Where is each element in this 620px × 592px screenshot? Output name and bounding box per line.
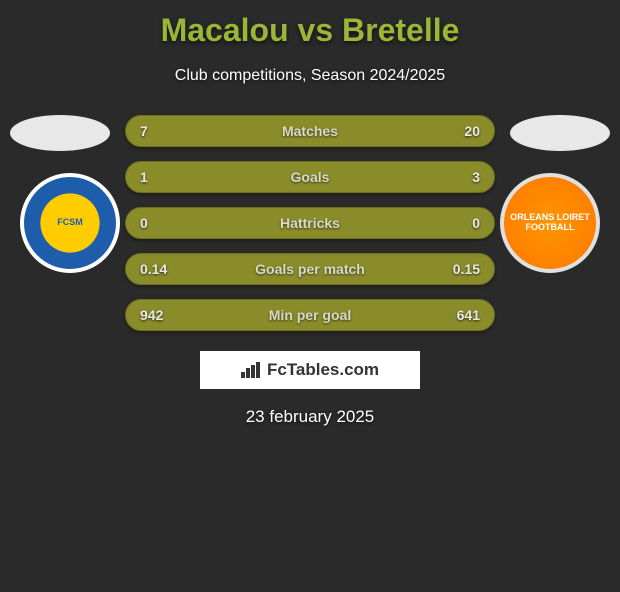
stat-label: Goals — [291, 169, 330, 185]
stat-left-value: 0 — [140, 215, 180, 231]
stat-label: Hattricks — [280, 215, 340, 231]
stat-label: Goals per match — [255, 261, 365, 277]
stat-row-hattricks: 0 Hattricks 0 — [125, 207, 495, 239]
stat-left-value: 942 — [140, 307, 180, 323]
chart-icon — [241, 362, 261, 378]
stats-area: 7 Matches 20 1 Goals 3 0 Hattricks 0 0.1… — [125, 115, 495, 331]
team-logo-right: ORLEANS LOIRET FOOTBALL — [500, 173, 600, 273]
page-title: Macalou vs Bretelle — [0, 12, 620, 49]
player-silhouette-right — [510, 115, 610, 151]
date-label: 23 february 2025 — [0, 407, 620, 427]
player-silhouette-left — [10, 115, 110, 151]
team-logo-left-label: FCSM — [57, 218, 83, 228]
stat-right-value: 3 — [440, 169, 480, 185]
content-wrapper: FCSM ORLEANS LOIRET FOOTBALL 7 Matches 2… — [0, 115, 620, 427]
branding-box[interactable]: FcTables.com — [200, 351, 420, 389]
stat-row-gpm: 0.14 Goals per match 0.15 — [125, 253, 495, 285]
stat-label: Min per goal — [269, 307, 351, 323]
stat-right-value: 0 — [440, 215, 480, 231]
team-logo-left: FCSM — [20, 173, 120, 273]
branding-label: FcTables.com — [267, 360, 379, 380]
stat-right-value: 641 — [440, 307, 480, 323]
team-logo-right-label: ORLEANS LOIRET FOOTBALL — [504, 213, 596, 233]
stat-row-goals: 1 Goals 3 — [125, 161, 495, 193]
stat-right-value: 20 — [440, 123, 480, 139]
stat-left-value: 0.14 — [140, 261, 180, 277]
stat-left-value: 7 — [140, 123, 180, 139]
stat-row-mpg: 942 Min per goal 641 — [125, 299, 495, 331]
stat-row-matches: 7 Matches 20 — [125, 115, 495, 147]
stat-right-value: 0.15 — [440, 261, 480, 277]
subtitle: Club competitions, Season 2024/2025 — [0, 67, 620, 85]
stat-label: Matches — [282, 123, 338, 139]
stat-left-value: 1 — [140, 169, 180, 185]
